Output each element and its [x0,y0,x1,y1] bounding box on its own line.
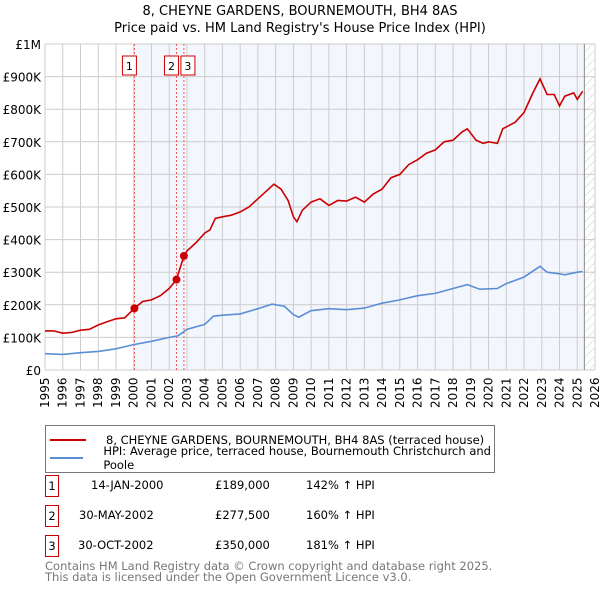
x-tick-label: 1999 [109,377,123,408]
sale-price: £277,500 [215,508,270,522]
x-tick-label: 2002 [162,377,176,408]
x-tick-label: 2024 [553,377,567,408]
legend-swatch-hpi [50,457,84,459]
property-series-line [45,77,584,335]
x-tick-label: 2014 [375,377,389,408]
chart-title: 8, CHEYNE GARDENS, BOURNEMOUTH, BH4 8AS [142,4,458,19]
sale-hpi: 142% ↑ HPI [306,478,375,492]
x-tick-label: 2004 [198,377,212,408]
sale-price: £350,000 [215,538,270,552]
y-tick-label: £600K [3,168,43,182]
sale-label-box [180,55,196,76]
y-tick-label: £500K [3,201,43,215]
hpi-series-line [44,265,583,356]
x-tick-label: 2025 [570,377,584,408]
x-tick-label: 2012 [340,377,354,408]
legend: 8, CHEYNE GARDENS, BOURNEMOUTH, BH4 8AS … [45,425,495,473]
footer-licence: This data is licensed under the Open Gov… [45,570,412,584]
sale-label: 3 [184,60,191,73]
x-tick-label: 2023 [535,377,549,408]
y-tick-label: £900K [3,71,43,85]
x-tick-label: 2022 [517,377,531,408]
sale-date: 30-MAY-2002 [79,508,154,522]
x-tick-label: 1998 [91,377,105,408]
legend-label-hpi: HPI: Average price, terraced house, Bour… [103,444,491,472]
x-tick-label: 2021 [499,377,513,408]
x-tick-label: 2007 [251,377,265,408]
y-tick-label: £400K [3,234,43,248]
x-tick-label: 2001 [144,377,158,408]
sale-date: 30-OCT-2002 [78,538,154,552]
x-tick-label: 1996 [56,377,70,408]
y-tick-label: £100K [3,331,43,345]
sale-point [179,251,188,260]
x-tick-label: 2008 [269,377,283,408]
legend-label-property: 8, CHEYNE GARDENS, BOURNEMOUTH, BH4 8AS … [106,433,485,447]
x-tick-label: 1997 [73,377,87,408]
x-tick-label: 2026 [588,377,600,408]
x-tick-label: 2006 [233,377,247,408]
y-tick-label: £700K [3,136,43,150]
chart-subtitle: Price paid vs. HM Land Registry's House … [114,21,486,36]
sale-label: 1 [126,60,133,73]
x-tick-label: 2015 [393,377,407,408]
x-tick-label: 2005 [215,377,229,408]
sale-marker-badge: 3 [45,535,59,557]
sale-marker-badge: 2 [45,505,59,527]
x-tick-label: 2000 [127,377,141,408]
sale-label-box [163,55,179,76]
sale-label-box [121,55,137,76]
y-tick-label: £300K [3,266,43,280]
sale-point [130,304,139,313]
legend-swatch-property [50,439,86,441]
x-tick-label: 2019 [464,377,478,408]
x-tick-label: 2017 [428,377,442,408]
sale-hpi: 181% ↑ HPI [306,538,375,552]
sale-hpi: 160% ↑ HPI [306,508,375,522]
y-tick-label: £200K [3,299,43,313]
x-tick-label: 2010 [304,377,318,408]
x-tick-label: 2003 [180,377,194,408]
y-tick-label: £0 [26,364,41,378]
x-tick-label: 2013 [357,377,371,408]
price-chart: 1995 1996 1997 1998 1999 2000 2001 2002 2003 2004… [3,38,600,408]
x-tick-label: 2020 [482,377,496,408]
x-tick-label: 2016 [411,377,425,408]
x-tick-label: 2018 [446,377,460,408]
x-tick-label: 2009 [286,377,300,408]
sale-point [172,275,181,284]
sale-price: £189,000 [215,478,270,492]
footer-copyright: Contains HM Land Registry data © Crown c… [45,559,493,573]
sale-marker-badge: 1 [45,475,59,497]
sale-date: 14-JAN-2000 [91,478,164,492]
x-tick-label: 1995 [38,377,52,408]
y-tick-label: £800K [3,103,43,117]
x-tick-label: 2011 [322,377,336,408]
y-tick-label: £1M [15,38,41,52]
sale-label: 2 [168,60,175,73]
